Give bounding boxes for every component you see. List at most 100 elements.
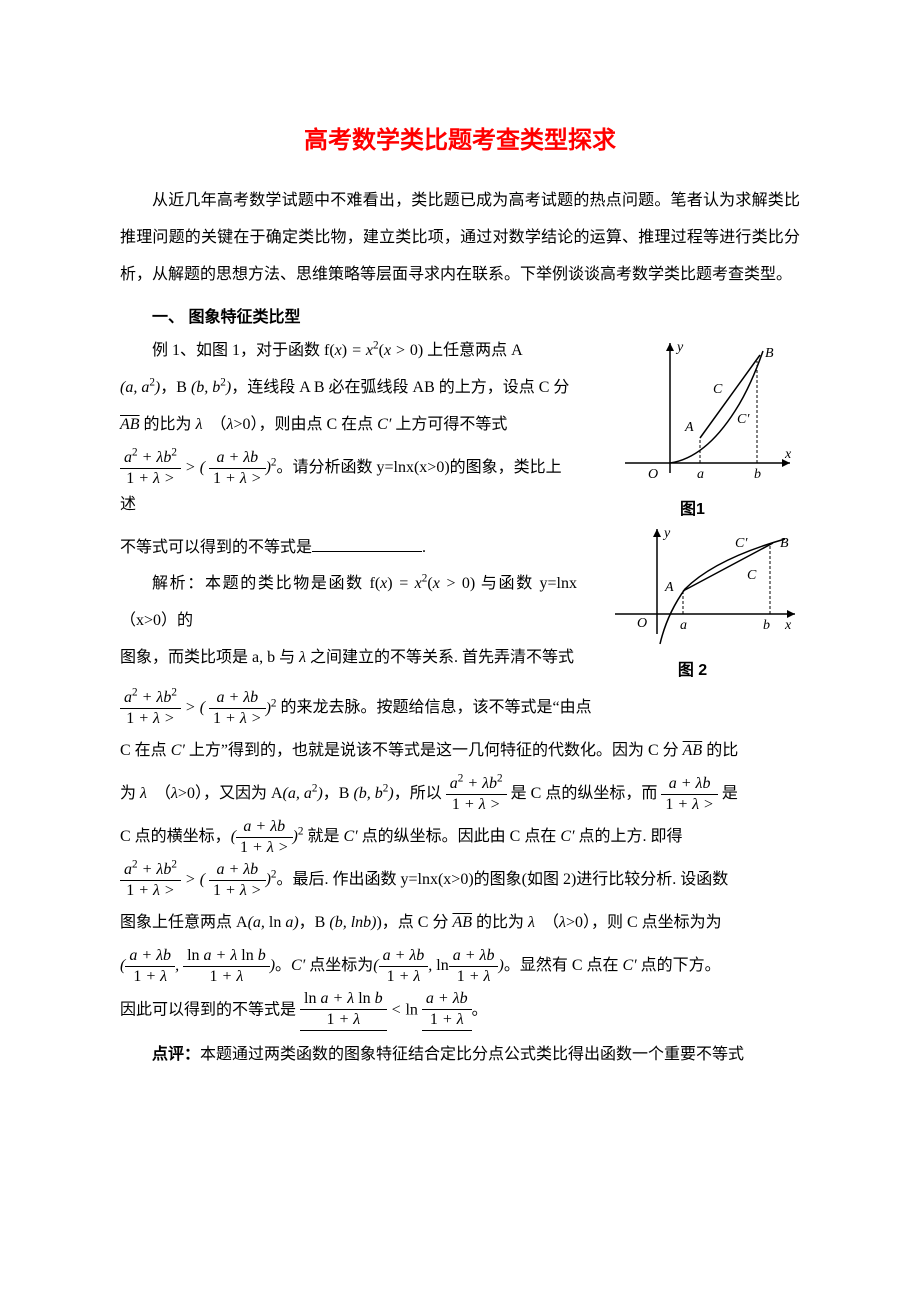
sol8-c: ，B <box>299 914 330 931</box>
sol10-end: 。 <box>472 1002 488 1019</box>
sol9-num1: a + λb <box>125 948 175 967</box>
sol5-e: >0），又因为 A <box>178 785 283 802</box>
sol9-sep: , <box>175 957 183 974</box>
sol10-op: < <box>391 1002 406 1019</box>
ex1-point-B: (b, b2) <box>191 379 231 396</box>
intro-paragraph: 从近几年高考数学试题中不难看出，类比题已成为高考试题的热点问题。笔者认为求解类比… <box>120 183 800 293</box>
sol10-num1: ln a + λ ln b <box>300 991 387 1010</box>
ineq1-num: a2 + λb2 <box>124 449 177 466</box>
sol5-i: ，所以 <box>394 785 442 802</box>
fig1-label-x: x <box>784 447 792 462</box>
sol5-c: （ <box>163 785 171 802</box>
sol8-g: λ <box>528 914 535 931</box>
sol8-A: (a, ln a) <box>248 914 299 931</box>
comment-paragraph: 点评：本题通过两类函数的图象特征结合定比分点公式类比得出函数一个重要不等式 <box>120 1037 800 1074</box>
sol8-a: 图象上任意两点 A <box>120 914 248 931</box>
sol9-h: 点的下方。 <box>637 957 721 974</box>
sol4-c: 上方”得到的，也就是说该不等式是这一几何特征的代数化。因为 C 分 <box>185 742 683 759</box>
sol8-h: （ <box>551 914 559 931</box>
sol-a: 解析：本题的类比物是函数 <box>152 575 369 592</box>
sol5-A: (a, a2) <box>283 785 323 802</box>
fig2-label-x: x <box>784 618 792 633</box>
sol6-f: 点的上方. 即得 <box>575 828 683 845</box>
fig1-label-Cp: C′ <box>737 412 750 427</box>
ineq1-num2: a + λb <box>209 450 266 469</box>
sol5-B: (b, b2) <box>353 785 393 802</box>
sol-math-f: f(x) = x2(x > 0) <box>369 575 475 592</box>
vec-ab-2: AB <box>683 742 703 759</box>
fig1-label-y: y <box>675 340 684 355</box>
fig1-label-b: b <box>754 467 761 482</box>
fig1-label-C: C <box>713 382 723 397</box>
fig1-label-B: B <box>765 346 774 361</box>
sol6-d: 点的纵坐标。因此由 C 点在 <box>358 828 561 845</box>
figure-2-label: 图 2 <box>585 656 800 680</box>
figure-1-svg: O y x a b A B C C′ <box>585 333 800 493</box>
sol9-num2: ln a + λ ln b <box>183 948 270 967</box>
sol3-after: 的来龙去脉。按题给信息，该不等式是“由点 <box>277 700 592 717</box>
sol2-a: 图象，而类比项是 a, b 与 <box>120 649 299 666</box>
sol5-d: λ <box>171 785 178 802</box>
sol4-Cp: C′ <box>171 742 185 759</box>
ineq1-den: 1 + λ > <box>120 469 181 487</box>
solution-line-4: C 在点 C′ 上方”得到的，也就是说该不等式是这一几何特征的代数化。因为 C … <box>120 733 800 770</box>
inequality-2-row: a2 + λb21 + λ > > ( a + λb1 + λ >)2 的来龙去… <box>120 690 800 727</box>
sol8-f: 的比为 <box>472 914 528 931</box>
fig2-label-A: A <box>664 580 674 595</box>
sol8-B: (b, lnb) <box>329 914 376 931</box>
sol5-j: 是 C 点的纵坐标，而 <box>507 785 658 802</box>
section-1-heading: 一、 图象特征类比型 <box>120 303 800 327</box>
ineq1-den2: 1 + λ > <box>209 469 266 487</box>
ex1-text-b: 上任意两点 A <box>423 342 523 359</box>
sol6-b: 就是 <box>303 828 343 845</box>
sol8-i: λ <box>559 914 566 931</box>
sol6-a: C 点的横坐标， <box>120 828 231 845</box>
l5-text: 不等式可以得到的不等式是 <box>120 539 312 556</box>
fig2-label-Cp: C′ <box>735 536 748 551</box>
vec-ab-1: AB <box>120 416 140 433</box>
solution-line-7: a2 + λb21 + λ > > ( a + λb1 + λ >)2。最后. … <box>120 862 800 899</box>
solution-line-9: (a + λb1 + λ, ln a + λ ln b1 + λ)。C′ 点坐标… <box>120 948 800 985</box>
sol2-l: λ <box>299 649 306 666</box>
figure-1-label: 图1 <box>585 495 800 519</box>
fig1-label-A: A <box>684 420 694 435</box>
l3-c: （ <box>219 416 227 433</box>
sol8-j2: >0），则 C 点坐标为为 <box>566 914 722 931</box>
sol9-d: 点坐标为 <box>305 957 373 974</box>
ex1-point-A: (a, a2) <box>120 379 160 396</box>
solution-line-6: C 点的横坐标，(a + λb1 + λ >)2 就是 C′ 点的纵坐标。因此由… <box>120 819 800 856</box>
fig1-label-O: O <box>648 467 658 482</box>
fig2-label-b: b <box>763 618 770 633</box>
vec-ab-3: AB <box>452 914 472 931</box>
comment-head: 点评： <box>152 1046 200 1063</box>
page-title: 高考数学类比题考查类型探求 <box>120 120 800 155</box>
sol4-d: 的比 <box>702 742 738 759</box>
l2-b: ，B <box>160 379 191 396</box>
figure-2-svg: O y x a b A B C C′ <box>585 519 800 654</box>
l3-g: 上方可得不等式 <box>391 416 507 433</box>
ex1-math-f: f(x) = x2(x > 0) <box>324 342 423 359</box>
l3-a: 的比为 <box>140 416 196 433</box>
ex1-text-a: 例 1、如图 1，对于函数 <box>152 342 324 359</box>
fig2-label-C: C <box>747 568 757 583</box>
fig1-label-a: a <box>697 467 704 482</box>
sol8-e: )，点 C 分 <box>376 914 452 931</box>
solution-line-10: 因此可以得到的不等式是 ln a + λ ln b1 + λ < ln a + … <box>120 991 800 1031</box>
fig2-label-O: O <box>637 616 647 631</box>
figures-container: O y x a b A B C C′ 图1 O y <box>585 333 800 680</box>
sol10-a: 因此可以得到的不等式是 <box>120 1002 296 1019</box>
sol9-Cp: C′ <box>291 957 305 974</box>
sol5-a: 为 <box>120 785 140 802</box>
comment-body: 本题通过两类函数的图象特征结合定比分点公式类比得出函数一个重要不等式 <box>200 1046 744 1063</box>
ineq1-op: > ( <box>185 459 205 476</box>
fig2-label-B: B <box>780 536 789 551</box>
sol10-num2: a + λb <box>422 991 472 1010</box>
l3-Cp: C′ <box>377 416 391 433</box>
sol6-Cp: C′ <box>343 828 357 845</box>
l3-e: >0），则由点 C 在点 <box>233 416 377 433</box>
ineq1-tail: )2 <box>266 459 277 476</box>
sol5-k: 是 <box>718 785 738 802</box>
fig2-label-y: y <box>662 526 671 541</box>
l3-b: λ <box>196 416 203 433</box>
fig2-label-a: a <box>680 618 687 633</box>
